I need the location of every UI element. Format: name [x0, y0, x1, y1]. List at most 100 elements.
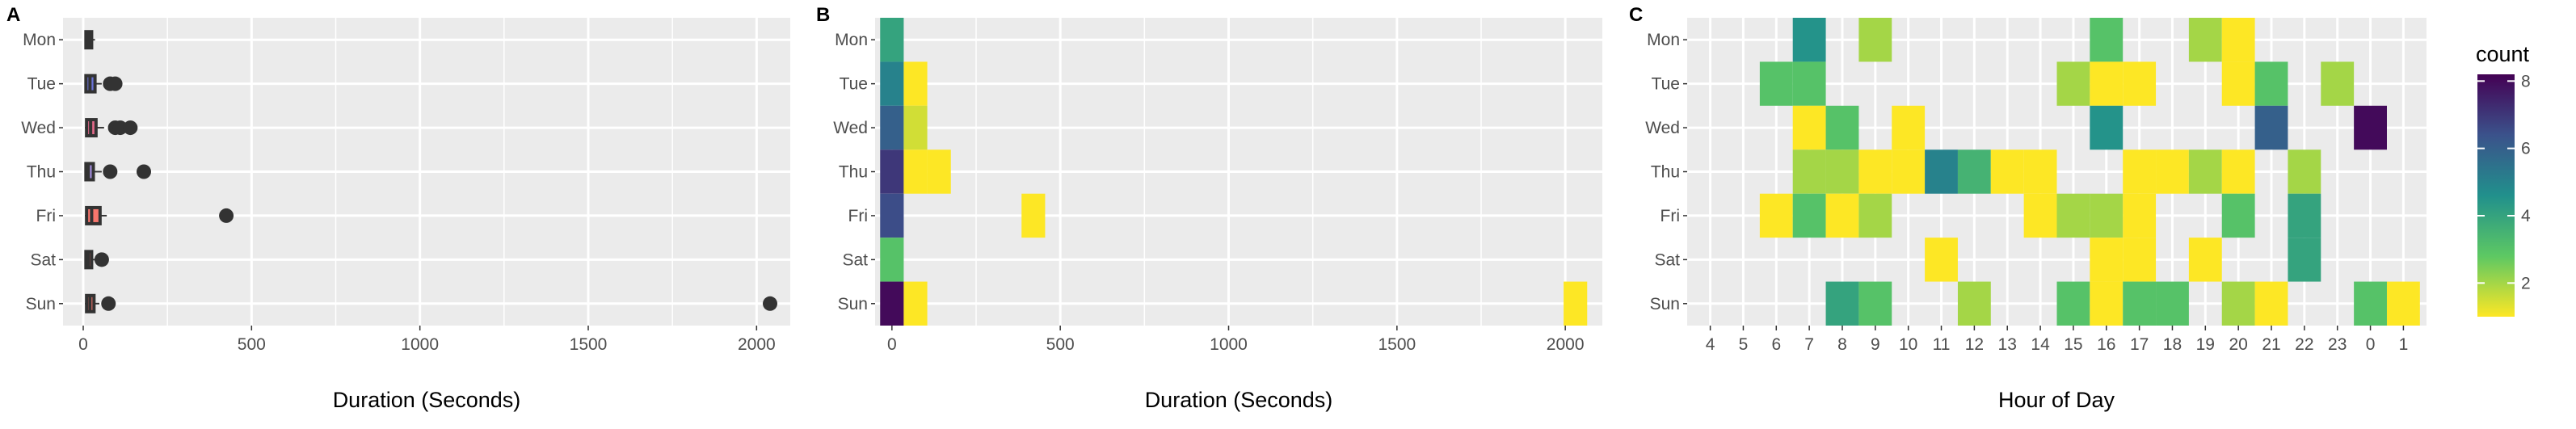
heat-cell [880, 193, 904, 238]
heat-cell [903, 149, 928, 194]
x-tick-label-0: 0 [2366, 335, 2376, 354]
heat-cell [880, 281, 904, 326]
heat-cell [2056, 281, 2090, 326]
heat-cell [2354, 281, 2387, 326]
box [85, 205, 102, 225]
heat-cell [1858, 193, 1892, 238]
y-tick-label-sat: Sat [842, 250, 868, 269]
heat-cell [1825, 149, 1859, 194]
x-tick-label-13: 13 [1998, 335, 2017, 354]
heat-cell [1858, 18, 1892, 62]
x-tick-label-10: 10 [1899, 335, 1917, 354]
x-tick-label-1: 1 [2399, 335, 2409, 354]
x-tick-label-2000: 2000 [1547, 335, 1585, 354]
panel-b-marks [880, 18, 1588, 326]
x-tick-label-7: 7 [1804, 335, 1814, 354]
y-tick-label-thu: Thu [27, 163, 56, 182]
y-tick-label-mon: Mon [1647, 31, 1680, 49]
y-tick-label-tue: Tue [840, 75, 868, 94]
x-tick-label-16: 16 [2097, 335, 2115, 354]
outlier-point [94, 252, 109, 267]
heat-cell [2221, 61, 2255, 106]
heat-cell [1858, 281, 1892, 326]
heat-cell [1892, 149, 1926, 194]
heat-cell [2188, 18, 2222, 62]
x-tick-label-21: 21 [2262, 335, 2280, 354]
x-tick-label-4: 4 [1706, 335, 1715, 354]
y-tick-label-sun: Sun [26, 295, 56, 313]
outlier-point [763, 296, 777, 311]
panel-c-x-ticks: 4 5 6 7 8 9 10 11 12 13 14 15 16 17 18 19 20 21 22 23 0 1 [1706, 326, 2409, 354]
x-tick-label-17: 17 [2130, 335, 2149, 354]
heat-cell [1792, 61, 1826, 106]
heat-cell [1858, 149, 1892, 194]
x-tick-label-23: 23 [2328, 335, 2347, 354]
outlier-point [112, 120, 128, 136]
boxplot-mon [84, 30, 95, 50]
y-tick-label-thu: Thu [1651, 163, 1680, 182]
x-tick-label-2000: 2000 [738, 335, 776, 354]
heat-cell [2090, 61, 2124, 106]
heat-cell [2221, 149, 2255, 194]
panel-c-y-ticks: Mon Tue Wed Thu Fri Sat Sun [1645, 31, 1687, 313]
heat-cell [1759, 61, 1793, 106]
x-tick-label-0: 0 [78, 335, 88, 354]
heat-cell [2123, 193, 2157, 238]
x-tick-label-5: 5 [1739, 335, 1749, 354]
x-tick-label-11: 11 [1933, 335, 1951, 354]
y-tick-label-wed: Wed [833, 119, 868, 137]
x-tick-label-15: 15 [2064, 335, 2082, 354]
x-tick-label-500: 500 [1046, 335, 1075, 354]
x-tick-label-14: 14 [2031, 335, 2050, 354]
heat-cell [2321, 61, 2355, 106]
heat-cell [1825, 193, 1859, 238]
x-tick-label-1000: 1000 [1210, 335, 1248, 354]
y-tick-label-sat: Sat [1654, 250, 1680, 269]
heat-cell [903, 105, 928, 150]
heat-cell [927, 149, 951, 194]
y-tick-label-sun: Sun [838, 295, 868, 313]
y-tick-label-fri: Fri [848, 207, 869, 225]
outlier-point [107, 76, 123, 91]
outlier-point [123, 120, 138, 136]
x-tick-label-1000: 1000 [401, 335, 439, 354]
panel-c-letter: C [1629, 4, 1643, 26]
heat-cell [2288, 193, 2321, 238]
boxplot-tue [84, 74, 123, 94]
panel-b-x-ticks: 0 500 1000 1500 2000 [887, 326, 1585, 354]
panel-c-marks [1759, 18, 2420, 326]
heat-cell [2288, 238, 2321, 282]
panel-a-marks [84, 30, 777, 313]
x-tick-label-500: 500 [238, 335, 266, 354]
heat-cell [2221, 281, 2255, 326]
heat-cell [2023, 149, 2057, 194]
x-tick-label-6: 6 [1771, 335, 1781, 354]
panel-a-x-ticks: 0 500 1000 1500 2000 [78, 326, 776, 354]
legend-ticks: 2 4 6 8 [2477, 72, 2531, 292]
y-tick-label-thu: Thu [839, 163, 868, 182]
heat-cell [2288, 149, 2321, 194]
panel-b: B Mon Tue Wed Thu Fri Sat Sun 0 500 1000 1500 2000… [816, 4, 1602, 412]
y-tick-label-sat: Sat [30, 250, 56, 269]
heat-cell [1957, 149, 1991, 194]
heat-cell [880, 238, 904, 282]
x-tick-label-12: 12 [1965, 335, 1984, 354]
heat-cell [2090, 105, 2124, 150]
panel-a-y-ticks: Mon Tue Wed Thu Fri Sat Sun [21, 31, 63, 313]
heat-cell [2254, 105, 2288, 150]
heat-cell [1792, 193, 1826, 238]
legend-colorbar [2477, 74, 2515, 317]
y-tick-label-sun: Sun [1650, 295, 1680, 313]
heat-cell [2156, 149, 2189, 194]
heat-cell [2386, 281, 2420, 326]
panel-a-letter: A [6, 4, 20, 26]
heat-cell [2056, 193, 2090, 238]
heat-cell [2090, 281, 2124, 326]
outlier-point [101, 296, 116, 311]
y-tick-label-fri: Fri [36, 207, 57, 225]
heat-cell [1990, 149, 2024, 194]
y-tick-label-mon: Mon [835, 31, 868, 49]
legend-title: count [2476, 42, 2530, 66]
outlier-point [137, 164, 151, 179]
